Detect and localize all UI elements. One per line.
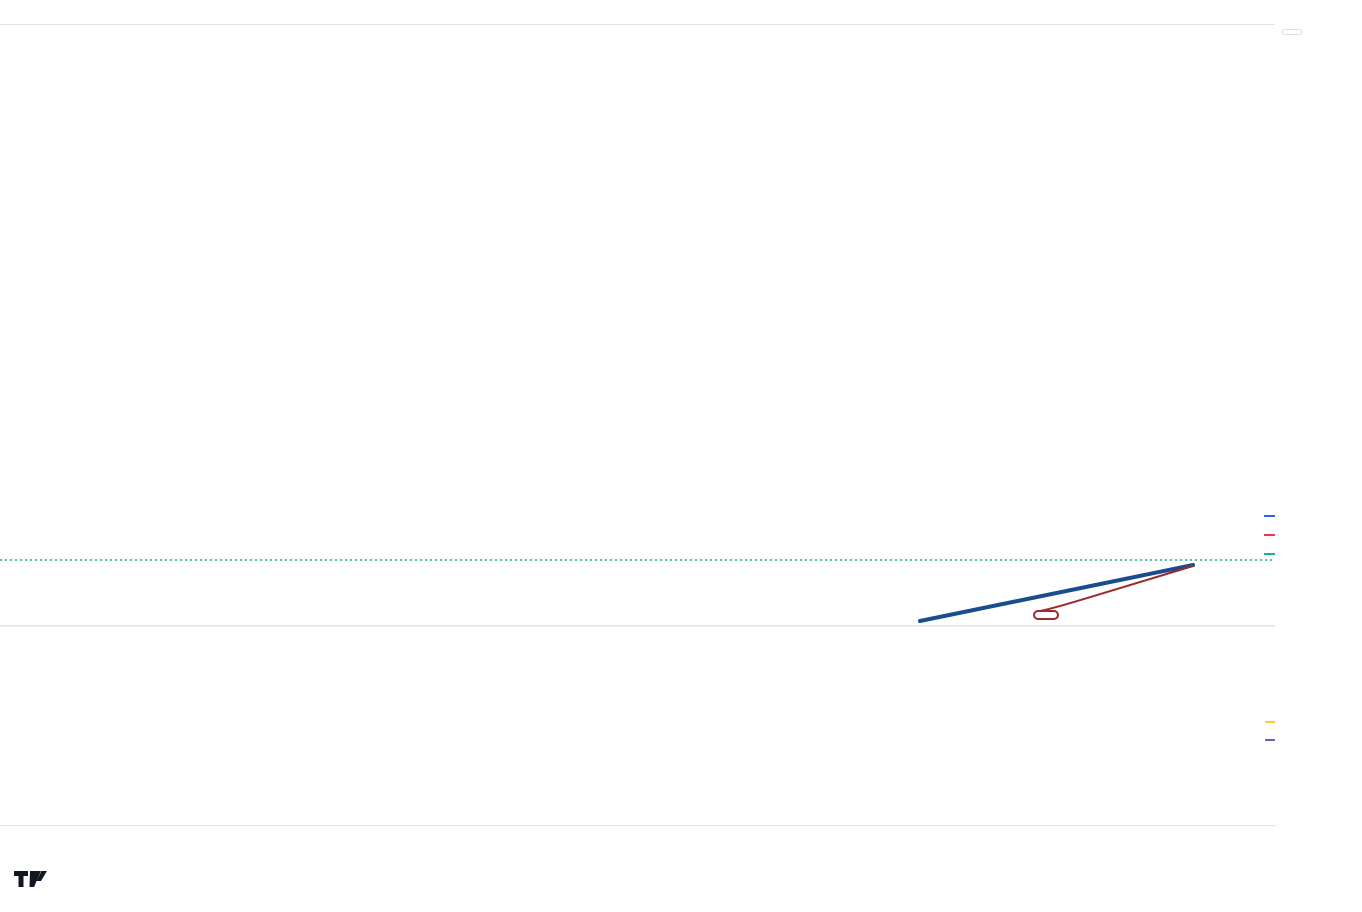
rsi-tag-rsi-name [1265,739,1275,741]
time-axis[interactable] [0,825,1275,847]
rsi-tag-ma[interactable] [1265,721,1275,723]
price-tag-btcusdt-name [1264,553,1275,555]
price-tag-sma[interactable] [1264,534,1275,536]
price-pane[interactable] [0,24,1276,625]
rsi-band-zone [0,626,1275,627]
price-chart-canvas [0,559,1275,623]
currency-badge[interactable] [1282,29,1302,35]
rsi-tag-rsi[interactable] [1265,739,1275,741]
support-callout-arrow [1039,565,1194,612]
price-tag-btcusdt[interactable] [1264,553,1275,555]
lightning-bolt-icon[interactable] [1174,623,1202,625]
price-tag-sma-name [1264,534,1275,536]
footer [14,868,56,890]
tradingview-logo-icon [14,868,47,890]
price-tag-ema[interactable] [1264,515,1275,517]
price-tag-ema-name [1264,515,1275,517]
rsi-pane[interactable] [0,625,1276,826]
rsi-tag-ma-name [1265,721,1275,723]
support-trendline [918,563,1195,623]
rsi-chart-canvas [0,626,1275,627]
support-line-annotation[interactable] [1033,610,1059,620]
chart-frame [0,24,1362,847]
price-axis[interactable] [1275,24,1362,825]
